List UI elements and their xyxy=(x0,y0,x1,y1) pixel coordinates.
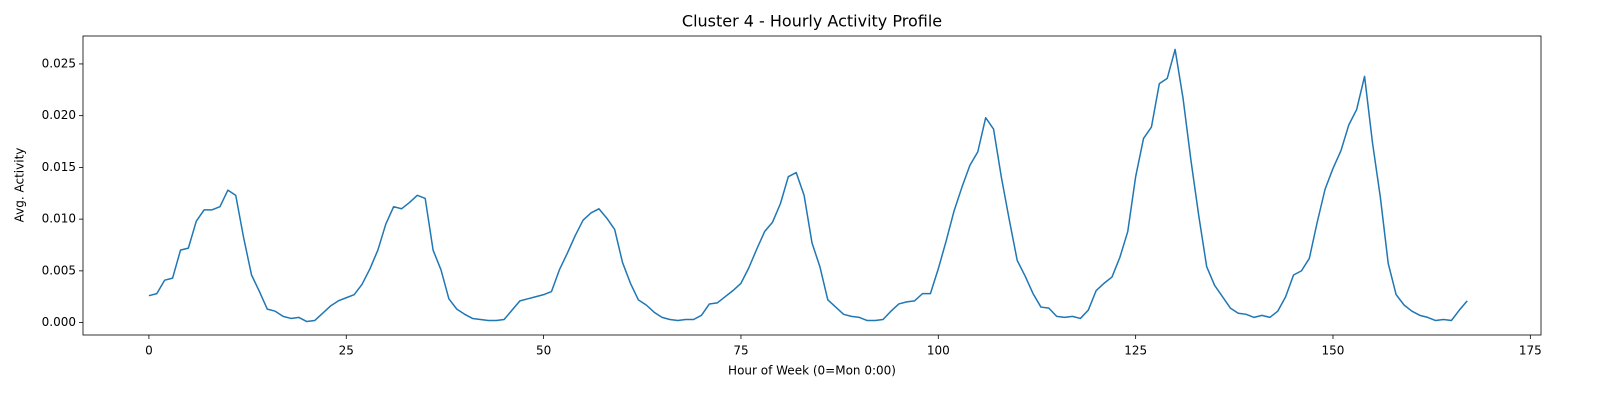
x-tick-label: 50 xyxy=(536,344,551,358)
x-tick-label: 25 xyxy=(339,344,354,358)
y-tick-label: 0.020 xyxy=(42,108,76,122)
y-tick-label: 0.015 xyxy=(42,160,76,174)
x-axis-label: Hour of Week (0=Mon 0:00) xyxy=(728,364,896,378)
y-tick-label: 0.000 xyxy=(42,315,76,329)
chart-title: Cluster 4 - Hourly Activity Profile xyxy=(682,12,942,31)
y-axis-label: Avg. Activity xyxy=(13,148,27,223)
y-tick-label: 0.025 xyxy=(42,56,76,70)
x-tick-label: 100 xyxy=(927,344,950,358)
plot-frame xyxy=(82,35,1542,336)
x-tick-label: 0 xyxy=(145,344,153,358)
y-tick-label: 0.005 xyxy=(42,263,76,277)
y-tick-label: 0.010 xyxy=(42,212,76,226)
x-tick-label: 150 xyxy=(1322,344,1345,358)
x-tick-label: 175 xyxy=(1519,344,1542,358)
data-line xyxy=(148,48,1468,323)
x-tick-label: 125 xyxy=(1124,344,1147,358)
x-tick-label: 75 xyxy=(733,344,748,358)
